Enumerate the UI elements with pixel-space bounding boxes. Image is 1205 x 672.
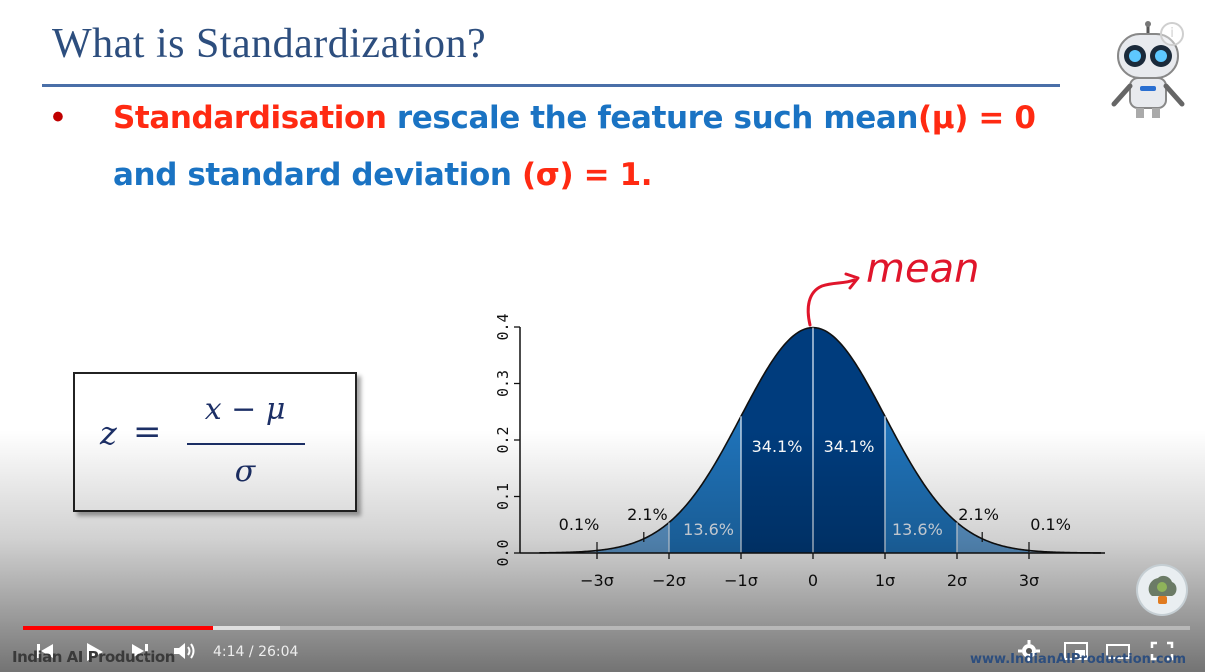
bullet-line-1: Standardisation rescale the feature such… bbox=[113, 100, 1036, 136]
std-equation: (σ) = 1. bbox=[521, 157, 653, 193]
next-icon[interactable] bbox=[127, 638, 153, 664]
previous-icon[interactable] bbox=[32, 638, 58, 664]
player-overlay-gradient bbox=[0, 430, 1205, 672]
duration: 26:04 bbox=[258, 644, 299, 660]
fullscreen-icon[interactable] bbox=[1148, 638, 1176, 664]
time-separator: / bbox=[244, 644, 259, 660]
progress-played bbox=[23, 626, 214, 630]
slide-title: What is Standardization? bbox=[52, 21, 487, 67]
current-time: 4:14 bbox=[213, 644, 245, 660]
title-divider bbox=[42, 84, 1060, 87]
mean-annotation-arrow bbox=[806, 272, 860, 327]
info-icon[interactable]: i bbox=[1160, 22, 1184, 46]
brain-bulb-icon bbox=[1148, 575, 1177, 604]
player-controls: 4:14 / 26:04 bbox=[0, 634, 1205, 672]
line1-text: rescale the feature such mean bbox=[386, 100, 919, 136]
formula-numerator: x − μ bbox=[204, 392, 286, 427]
bullet-marker: • bbox=[52, 98, 64, 136]
channel-watermark-logo[interactable] bbox=[1138, 566, 1186, 614]
website-watermark: www.IndianAIProduction.com bbox=[970, 652, 1187, 667]
robot-mascot-icon bbox=[1111, 21, 1185, 118]
mean-annotation: mean bbox=[866, 246, 979, 292]
bullet-line-2: and standard deviation (σ) = 1. bbox=[113, 157, 653, 193]
play-icon[interactable] bbox=[80, 638, 108, 666]
mean-equation: (μ) = 0 bbox=[918, 100, 1036, 136]
time-display: 4:14 / 26:04 bbox=[213, 644, 298, 660]
y-tick-label: 0.3 bbox=[494, 370, 512, 397]
line2-text: and standard deviation bbox=[113, 157, 522, 193]
settings-icon[interactable] bbox=[1016, 638, 1042, 664]
volume-icon[interactable] bbox=[170, 638, 198, 664]
term-standardisation: Standardisation bbox=[113, 100, 387, 136]
channel-name-watermark: Indian AI Production bbox=[12, 648, 175, 666]
y-tick-label: 0.4 bbox=[494, 313, 512, 340]
theater-icon[interactable] bbox=[1104, 638, 1132, 664]
miniplayer-icon[interactable] bbox=[1062, 638, 1090, 664]
progress-bar[interactable] bbox=[23, 626, 1190, 630]
